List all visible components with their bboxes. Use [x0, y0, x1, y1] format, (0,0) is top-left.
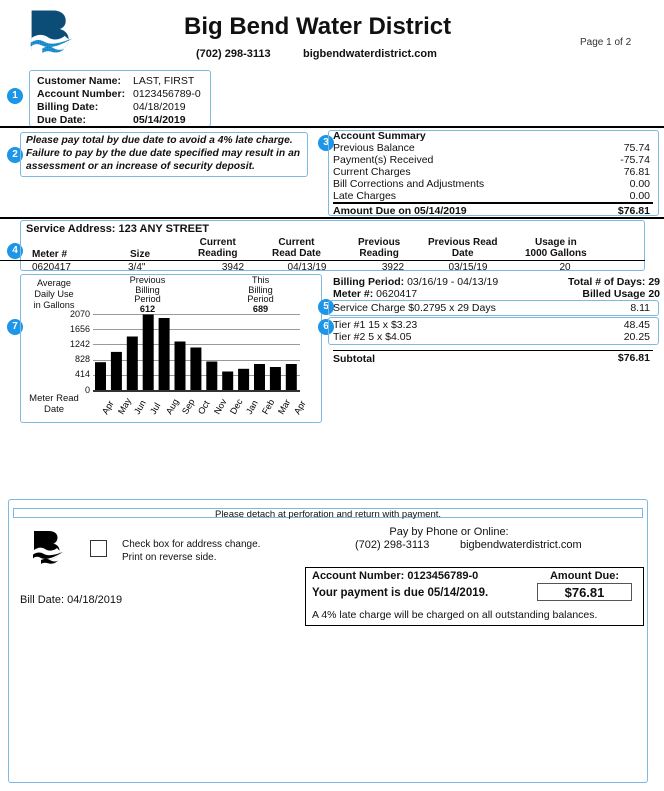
svg-text:Sep: Sep [180, 397, 197, 416]
svg-text:Jul: Jul [148, 401, 162, 416]
svg-text:Apr: Apr [292, 399, 308, 416]
svg-text:Mar: Mar [276, 398, 292, 416]
svg-text:Feb: Feb [260, 398, 276, 416]
svg-text:Jun: Jun [132, 398, 148, 416]
svg-text:Oct: Oct [196, 398, 212, 416]
svg-text:May: May [116, 396, 133, 416]
svg-text:Aug: Aug [164, 397, 181, 416]
svg-text:Dec: Dec [228, 397, 245, 416]
svg-text:Nov: Nov [212, 397, 229, 416]
svg-text:Apr: Apr [100, 399, 116, 416]
svg-text:Jan: Jan [244, 398, 260, 416]
